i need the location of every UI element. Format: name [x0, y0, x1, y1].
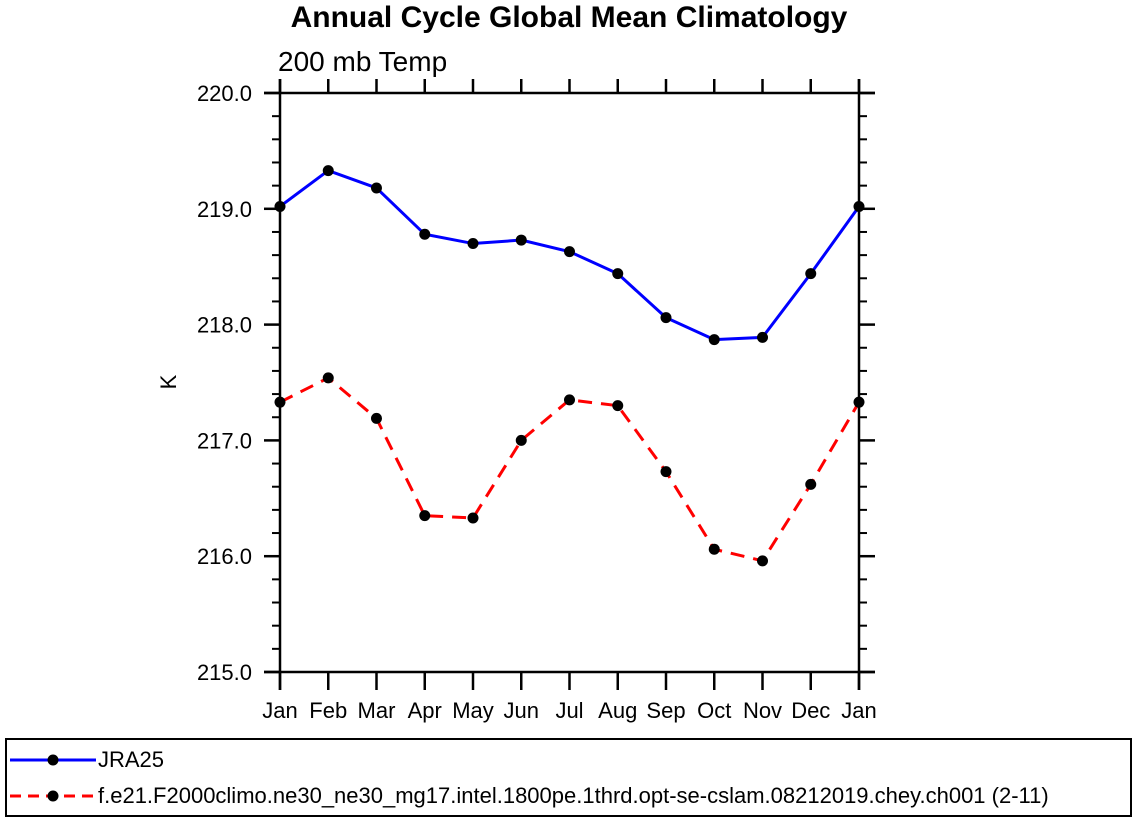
- month-label: Feb: [309, 698, 347, 723]
- y-tick-label: 218.0: [197, 313, 252, 338]
- data-point-marker: [322, 372, 334, 384]
- data-point-marker: [515, 234, 527, 246]
- data-point-marker: [467, 512, 479, 524]
- legend-entry-jra25: JRA25: [9, 747, 164, 773]
- data-point-marker: [467, 238, 479, 250]
- legend-label: f.e21.F2000climo.ne30_ne30_mg17.intel.18…: [98, 783, 1049, 808]
- data-point-marker: [853, 396, 865, 408]
- data-point-marker: [708, 543, 720, 555]
- month-label: Dec: [791, 698, 830, 723]
- month-label: Mar: [358, 698, 396, 723]
- data-point-marker: [371, 182, 382, 194]
- month-label: Nov: [743, 698, 782, 723]
- y-tick-label: 220.0: [197, 81, 252, 106]
- data-point-marker: [805, 478, 817, 490]
- data-point-marker: [708, 334, 720, 346]
- plot-area: 215.0 216.0 217.0 218.0 219.0 220.0 Jan Feb Mar A…: [197, 79, 877, 723]
- data-point-marker: [612, 400, 624, 412]
- data-point-marker: [612, 268, 624, 280]
- month-label: Aug: [598, 698, 637, 723]
- chart-title: Annual Cycle Global Mean Climatology: [290, 1, 848, 34]
- month-label: Jun: [504, 698, 539, 723]
- data-point-marker: [371, 412, 382, 424]
- data-point-marker: [853, 200, 865, 212]
- data-point-marker: [564, 246, 575, 258]
- data-point-marker: [805, 268, 817, 280]
- y-tick-label: 216.0: [197, 544, 252, 569]
- data-point-marker: [515, 434, 527, 446]
- month-label: May: [452, 698, 494, 723]
- legend-entry-model: f.e21.F2000climo.ne30_ne30_mg17.intel.18…: [9, 783, 1049, 809]
- data-point-marker: [274, 396, 286, 408]
- data-point-marker: [757, 555, 768, 567]
- data-point-marker: [757, 331, 768, 343]
- chart-subtitle: 200 mb Temp: [278, 46, 448, 77]
- y-tick-label: 217.0: [197, 428, 252, 453]
- data-point-marker: [419, 510, 431, 522]
- legend-line-sample-solid: [10, 754, 96, 766]
- legend-box: JRA25 f.e21.F2000climo.ne30_ne30_mg17.in…: [5, 738, 1132, 817]
- month-label: Jan: [841, 698, 876, 723]
- data-point-marker: [274, 200, 286, 212]
- data-point-marker: [322, 165, 334, 177]
- data-point-marker: [660, 312, 672, 324]
- legend-label: JRA25: [98, 747, 165, 772]
- y-tick-label: 215.0: [197, 660, 252, 685]
- data-point-marker: [564, 394, 575, 406]
- month-label: Sep: [646, 698, 685, 723]
- y-tick-label: 219.0: [197, 197, 252, 222]
- month-label: Oct: [697, 698, 731, 723]
- month-label: Jul: [555, 698, 583, 723]
- data-point-marker: [660, 466, 672, 478]
- data-point-marker: [419, 228, 431, 240]
- legend-line-sample-dashed: [10, 790, 96, 802]
- month-label: Apr: [408, 698, 442, 723]
- month-label: Jan: [262, 698, 297, 723]
